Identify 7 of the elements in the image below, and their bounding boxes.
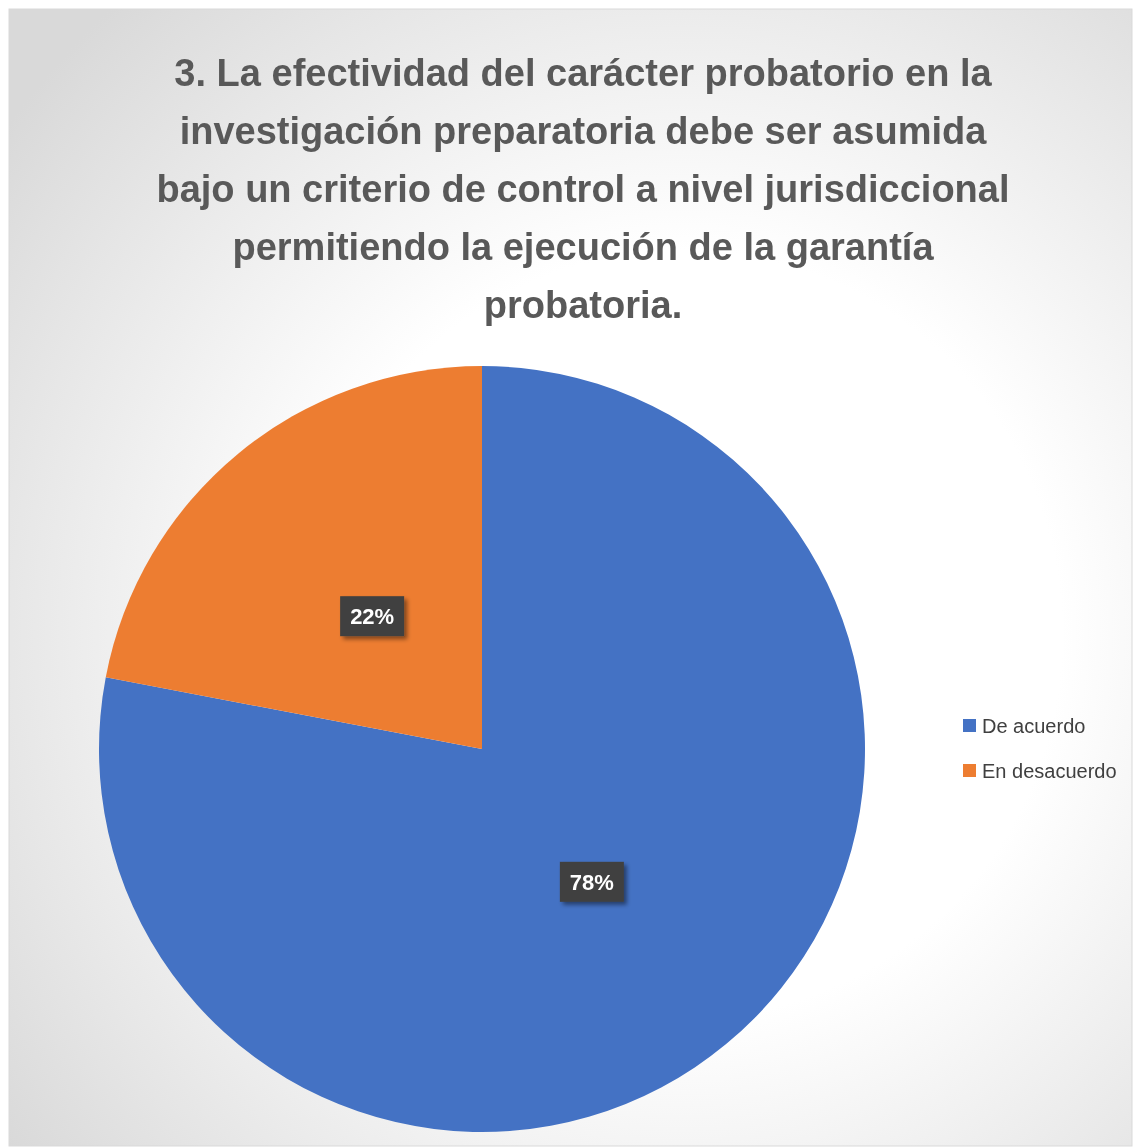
legend-label: En desacuerdo <box>982 760 1117 782</box>
pie-slice <box>105 366 482 749</box>
data-label: 22% <box>350 604 395 630</box>
legend-label: De acuerdo <box>982 715 1086 737</box>
data-label: 78% <box>569 869 614 895</box>
pie-slice <box>99 366 865 1132</box>
chart-title: 3. La efectividad del carácter probatorio en la investigación preparatoria debe ser asumida bajo un criterio de control a nivel jurisdiccional permitiendo la ejecución de la garantía probatoria. <box>156 52 1010 326</box>
